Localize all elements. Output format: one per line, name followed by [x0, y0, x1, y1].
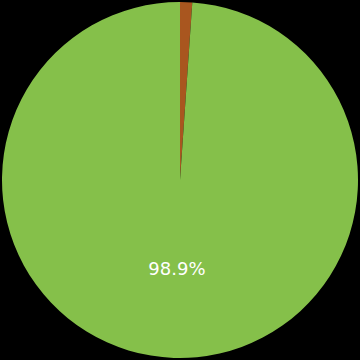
- svg-text:98.9%: 98.9%: [148, 258, 205, 279]
